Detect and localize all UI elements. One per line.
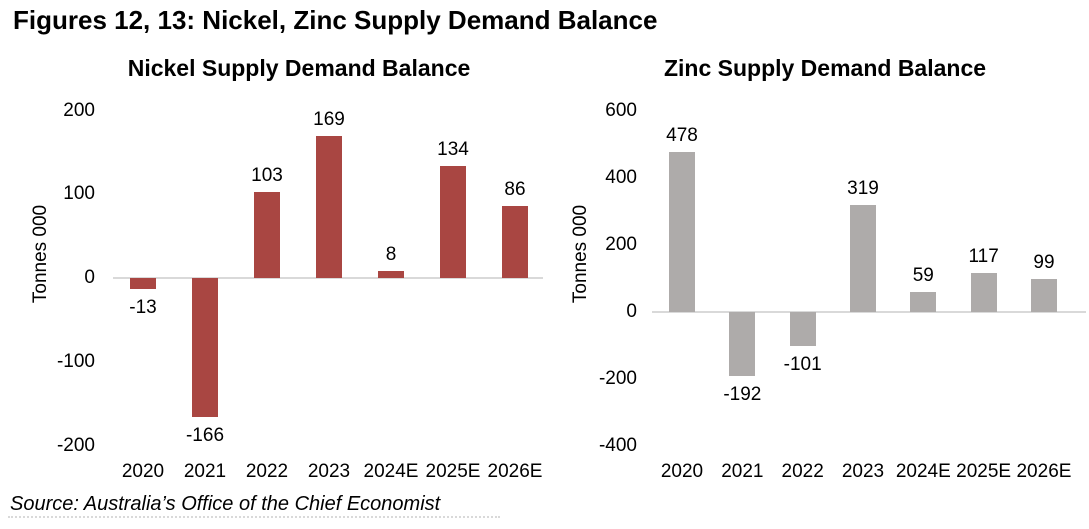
zinc-y-tick-label: 600 [605, 100, 637, 121]
zinc-bar-2021 [729, 312, 756, 377]
nickel-chart-title: Nickel Supply Demand Balance [127, 55, 471, 81]
zinc-bar-2020 [669, 151, 695, 312]
zinc-bar-2025E [970, 272, 997, 312]
zinc-bar-value-label: 478 [666, 124, 698, 146]
nickel-bar-value-label: 134 [437, 138, 469, 160]
bottom-divider [8, 516, 500, 518]
figure-title: Figures 12, 13: Nickel, Zinc Supply Dema… [13, 5, 658, 35]
nickel-bar-2023 [316, 136, 342, 278]
nickel-x-tick-label: 2020 [121, 461, 165, 482]
zinc-x-tick-label: 2025E [956, 461, 1012, 482]
nickel-bar-2024E [378, 271, 404, 278]
zinc-bar-value-label: 117 [968, 245, 999, 267]
nickel-bar-2022 [254, 191, 280, 278]
zinc-bar-2024E [910, 292, 937, 312]
zinc-x-tick-label: 2024E [895, 461, 951, 482]
nickel-bar-2021 [192, 278, 218, 418]
nickel-x-tick-label: 2024E [363, 461, 419, 482]
zinc-x-tick-label: 2022 [781, 461, 824, 482]
zinc-chart-title: Zinc Supply Demand Balance [663, 55, 987, 81]
nickel-bar-2020 [130, 278, 156, 289]
source-note: Source: Australia’s Office of the Chief … [10, 493, 441, 515]
zinc-bar-2026E [1030, 278, 1057, 312]
zinc-bar-value-label: -192 [723, 384, 762, 406]
nickel-bar-value-label: 103 [251, 164, 283, 186]
zinc-y-tick-label: 400 [605, 167, 637, 188]
nickel-bar-value-label: 8 [385, 244, 397, 266]
nickel-x-tick-label: 2022 [245, 461, 289, 482]
zinc-x-tick-label: 2026E [1016, 461, 1072, 482]
nickel-bar-2025E [440, 165, 466, 278]
nickel-x-tick-label: 2026E [487, 461, 543, 482]
nickel-y-tick-label: -200 [56, 434, 95, 456]
zinc-bar-value-label: 99 [1033, 251, 1055, 273]
nickel-y-tick-label: 200 [63, 99, 95, 121]
zinc-bar-value-label: 319 [847, 178, 879, 200]
nickel-x-axis-line [113, 277, 543, 279]
zinc-x-tick-label: 2023 [841, 461, 885, 482]
nickel-bar-value-label: 86 [504, 178, 526, 200]
zinc-y-tick-label: 200 [605, 234, 637, 255]
zinc-y-tick-label: 0 [626, 301, 637, 322]
zinc-bar-value-label: 59 [912, 265, 934, 287]
nickel-y-tick-label: 0 [84, 267, 95, 288]
zinc-y-tick-label: -400 [598, 435, 637, 456]
zinc-x-tick-label: 2020 [660, 461, 704, 482]
nickel-bar-value-label: -13 [129, 296, 157, 318]
nickel-bar-value-label: 169 [313, 109, 345, 131]
zinc-x-tick-label: 2021 [721, 461, 764, 482]
nickel-y-tick-label: -100 [56, 350, 95, 372]
zinc-bar-value-label: -101 [783, 353, 822, 375]
nickel-x-tick-label: 2025E [425, 461, 481, 482]
nickel-bar-2026E [502, 205, 528, 278]
nickel-y-tick-label: 100 [63, 183, 95, 205]
nickel-x-tick-label: 2021 [183, 461, 227, 482]
zinc-x-axis-line [652, 311, 1086, 313]
zinc-bar-2023 [849, 205, 876, 312]
zinc-y-tick-label: -200 [598, 368, 637, 389]
nickel-x-tick-label: 2023 [307, 461, 351, 482]
nickel-bar-value-label: -166 [185, 425, 225, 447]
zinc-bar-2022 [789, 312, 816, 346]
